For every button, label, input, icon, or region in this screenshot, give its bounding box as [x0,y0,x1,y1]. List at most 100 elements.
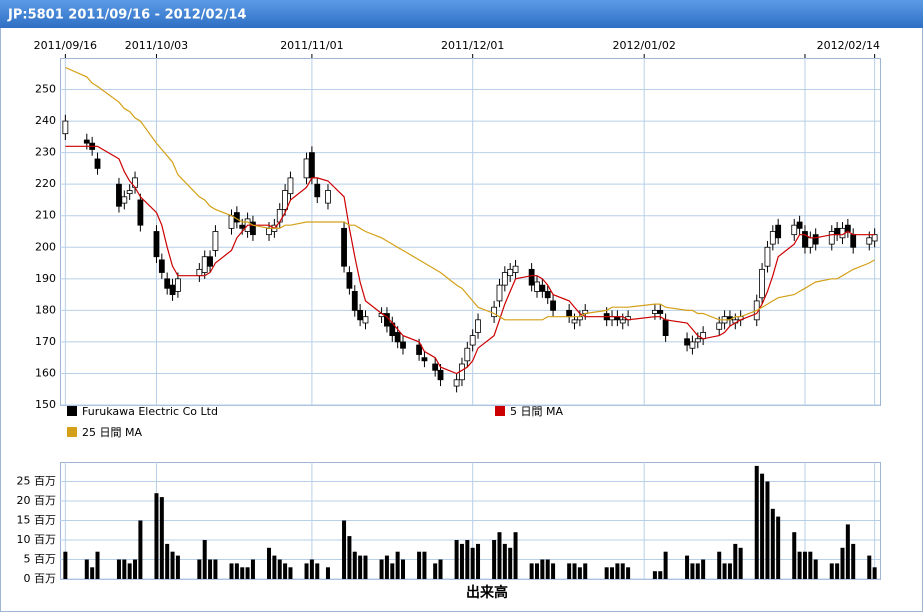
volume-bar [829,563,834,579]
candle-body [775,224,782,239]
candle-body [239,224,246,229]
volume-bar [695,563,700,579]
volume-bar [417,551,422,579]
candle-body [694,338,701,343]
volume-bar [867,555,872,579]
legend-swatch [67,406,77,416]
volume-bar [497,532,502,579]
y-tick-label: 220 [35,177,56,190]
volume-bar [433,563,438,579]
candle-body [357,309,364,321]
candle-body [528,268,535,286]
volume-bar [250,559,255,579]
candle-body [303,158,310,179]
candle-body [850,234,857,248]
volume-bar [277,559,282,579]
candle-body [164,278,171,289]
volume-bar [872,567,877,579]
candle-body [475,319,481,333]
candle-body [266,227,272,236]
candle-body [453,379,460,387]
volume-bar [513,532,518,579]
candle-body [796,221,803,229]
volume-bar [154,493,159,579]
volume-bar [572,563,577,579]
volume-bar [245,567,250,579]
candle-body [807,237,814,248]
volume-bar [454,540,459,579]
volume-bar [835,563,840,579]
candle-body [764,246,771,267]
candle-body [534,281,540,292]
x-tick-label: 2011/12/01 [441,39,504,52]
volume-bar [342,520,347,579]
y-tick-label: 190 [35,272,56,285]
candle-body [507,268,514,277]
volume-bar [422,551,427,579]
volume-bar [267,547,272,579]
volume-bar [502,543,507,579]
candle-body [657,309,664,314]
volume-bar [733,543,738,579]
volume-bar [116,559,121,579]
candle-body [619,319,626,324]
volume-bar [722,563,727,579]
candle-body [834,227,841,236]
candle-body [512,265,519,273]
candle-body [325,190,331,204]
volume-bar [840,547,845,579]
volume-bar [470,547,475,579]
volume-bar [309,559,314,579]
candle-body [871,234,878,242]
y-tick-label: 180 [35,303,56,316]
volume-bar [208,559,213,579]
volume-bar [851,543,856,579]
volume-bar [401,559,406,579]
volume-bar [690,563,695,579]
candle-body [228,215,235,229]
volume-bar [63,551,68,579]
candle-body [469,335,476,346]
candle-body [362,316,369,324]
volume-bar [545,559,550,579]
volume-bar [325,567,330,579]
y-tick-label: 160 [35,366,56,379]
candle-body [496,284,503,302]
volume-bar [438,559,443,579]
candle-body [207,256,213,267]
legend-label: Furukawa Electric Co Ltd [82,405,218,418]
volume-bar [652,571,657,579]
x-tick-label: 2012/02/14 [817,39,880,52]
volume-bar [663,551,668,579]
volume-bar [620,563,625,579]
legend-swatch [67,427,77,437]
x-tick-label: 2012/01/02 [612,39,675,52]
volume-label: 出来高 [466,584,508,601]
volume-bar [808,551,813,579]
volume-bar [760,473,765,579]
y-tick-label: 250 [35,83,56,96]
candle-body [153,231,160,258]
y-tick-label: 10 百万 [17,533,57,546]
volume-bar [776,516,781,579]
volume-bar [133,559,138,579]
y-tick-label: 25 百万 [17,475,57,488]
volume-bar [84,559,89,579]
title-bar [0,0,923,28]
volume-bar [754,465,759,579]
candle-body [83,139,90,144]
legend-label: 25 日間 MA [82,426,142,439]
candle-body [689,341,696,349]
candle-body [400,341,406,349]
candle-body [287,177,294,195]
candle-body [158,259,165,273]
volume-bar [395,551,400,579]
volume-bar [770,508,775,579]
candle-body [769,231,776,245]
volume-bar [658,571,663,579]
candle-body [464,347,471,362]
volume-bar [384,555,389,579]
legend-swatch [495,406,505,416]
volume-bar [90,567,95,579]
